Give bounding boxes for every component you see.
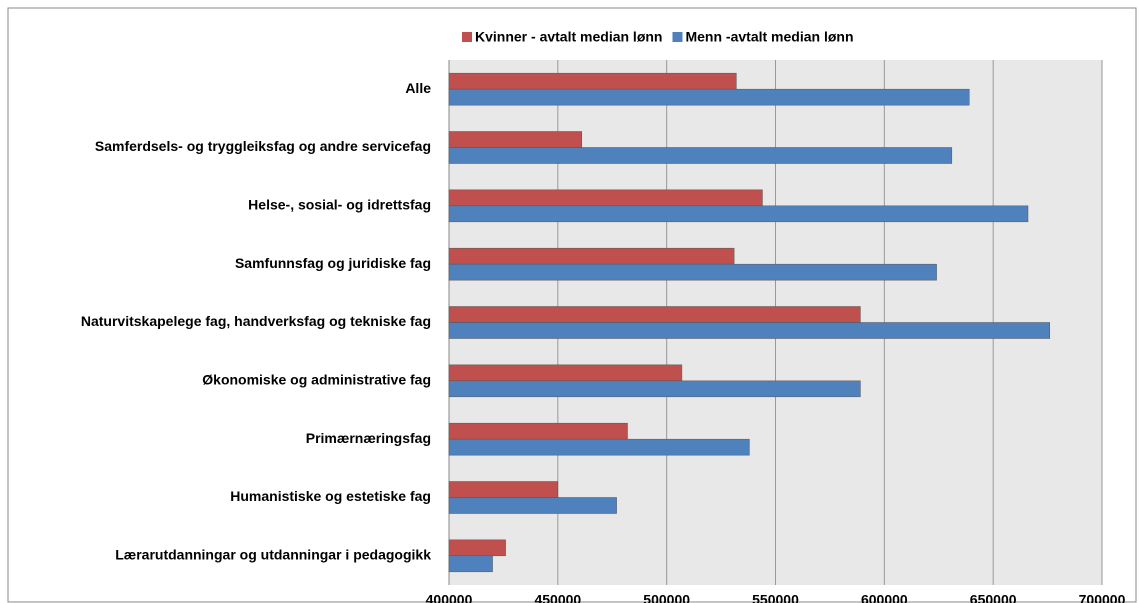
legend-swatch: [672, 32, 683, 42]
y-tick-label: Samfunnsfag og juridiske fag: [235, 255, 431, 271]
bar: [448, 306, 861, 323]
bar: [448, 481, 559, 498]
y-tick-label: Naturvitskapelege fag, handverksfag og t…: [81, 313, 431, 329]
x-tick-label: 500000: [643, 592, 690, 603]
x-tick-label: 400000: [426, 592, 473, 603]
bar: [448, 364, 683, 382]
y-tick-label: Samferdsels- og tryggleiksfag og andre s…: [95, 138, 431, 154]
y-tick-label: Økonomiske og administrative fag: [202, 372, 431, 388]
bar: [448, 88, 970, 106]
y-tick-label: Alle: [405, 80, 431, 96]
bar: [448, 72, 737, 90]
bar: [448, 539, 506, 557]
bar: [448, 438, 750, 456]
bar: [448, 263, 937, 281]
bar: [448, 497, 617, 514]
legend-swatch: [462, 32, 472, 42]
bar: [448, 205, 1029, 223]
bar: [448, 322, 1051, 339]
bar: [448, 380, 861, 398]
x-tick-label: 450000: [534, 592, 581, 603]
bar: [448, 247, 735, 265]
x-tick-label: 550000: [752, 592, 799, 603]
y-tick-label: Primærnæringsfag: [306, 430, 431, 446]
y-tick-label: Humanistiske og estetiske fag: [230, 488, 431, 504]
y-tick-label: Lærarutdanningar og utdanningar i pedago…: [115, 547, 431, 563]
y-tick-label: Helse-, sosial- og idrettsfag: [248, 197, 431, 213]
x-tick-label: 650000: [970, 592, 1017, 603]
legend-label: Kvinner - avtalt median lønn: [475, 29, 662, 45]
x-tick-label: 700000: [1079, 592, 1126, 603]
bar: [448, 555, 493, 573]
bar: [448, 147, 953, 164]
bar: [448, 189, 763, 207]
x-tick-label: 600000: [861, 592, 908, 603]
bar: [448, 131, 583, 148]
legend-label: Menn -avtalt median lønn: [685, 29, 853, 45]
bar: [448, 422, 628, 440]
